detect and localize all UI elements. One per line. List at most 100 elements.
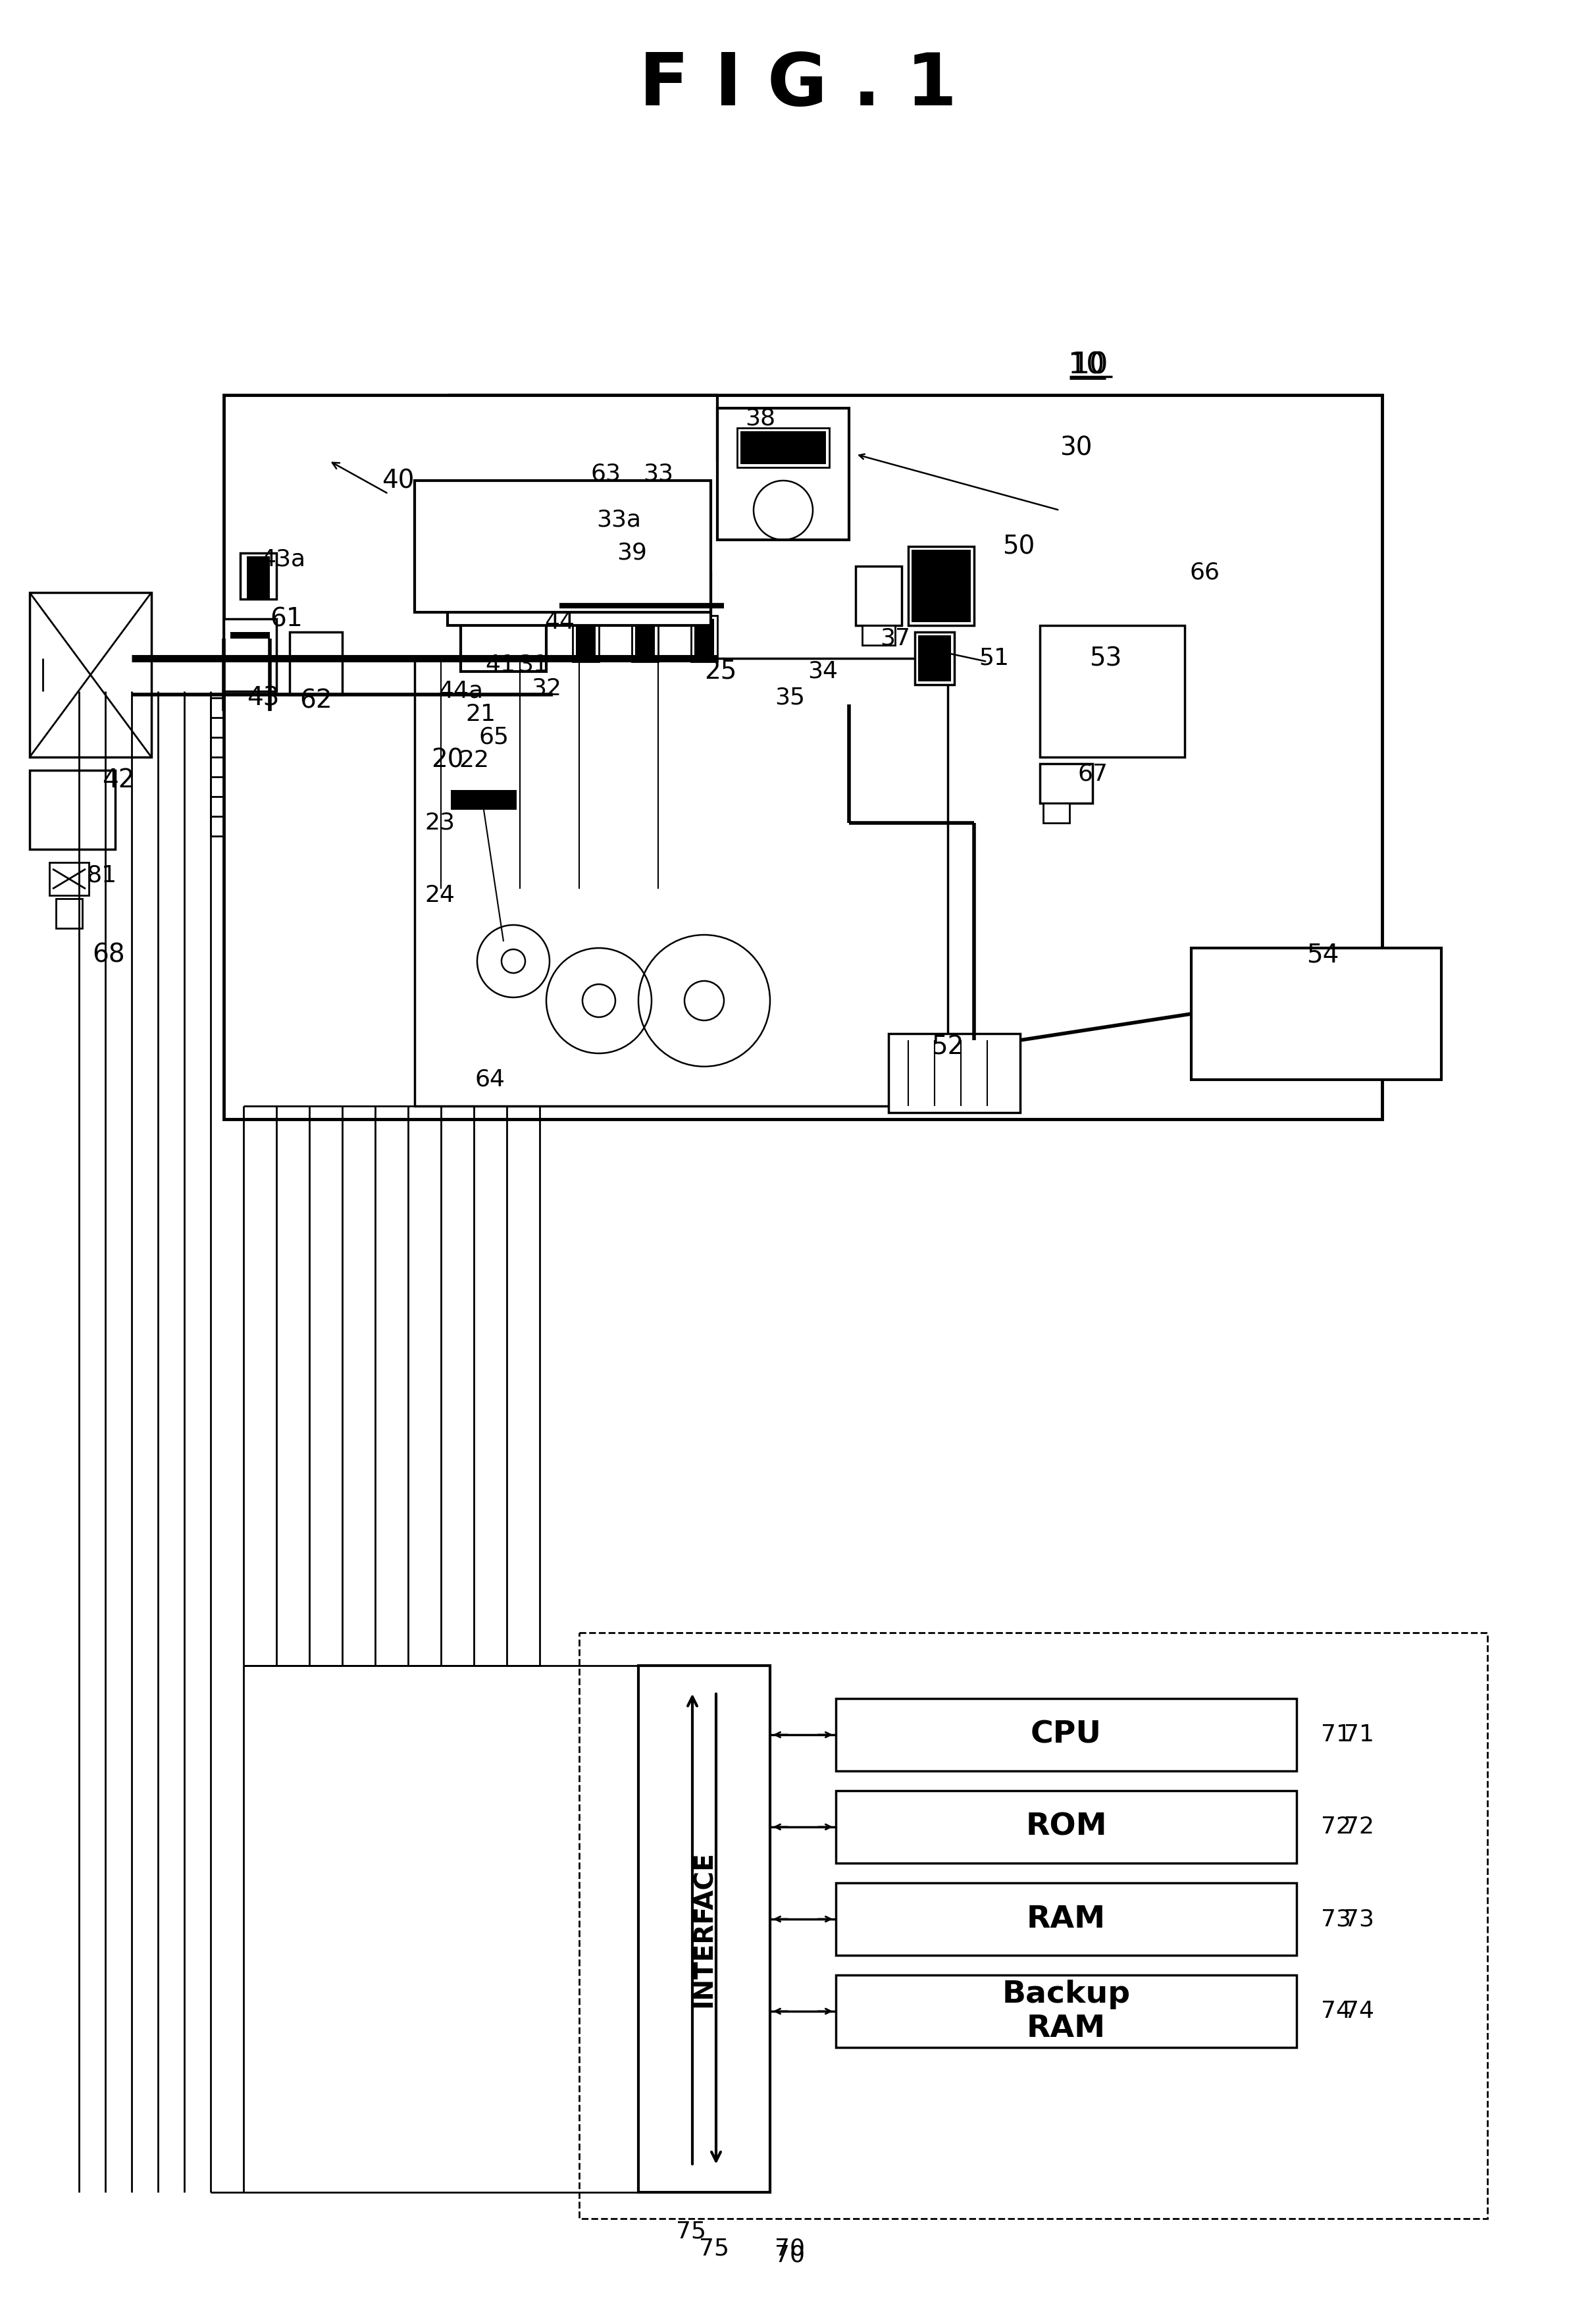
Text: 51: 51 <box>978 647 1009 670</box>
Text: 73: 73 <box>1321 1907 1352 1930</box>
Bar <box>30 592 152 756</box>
Bar <box>415 659 948 1107</box>
Text: 65: 65 <box>479 726 509 749</box>
Text: 71: 71 <box>1344 1724 1374 1747</box>
Bar <box>241 552 276 599</box>
Text: 67: 67 <box>1077 763 1108 784</box>
Text: 81: 81 <box>86 865 117 886</box>
Text: 22: 22 <box>458 749 488 773</box>
Bar <box>638 1666 769 2192</box>
Bar <box>508 559 560 599</box>
Text: 52: 52 <box>932 1035 964 1060</box>
Text: 61: 61 <box>270 606 303 631</box>
Text: 74: 74 <box>1321 2000 1352 2023</box>
Bar <box>691 615 717 661</box>
Text: 37: 37 <box>879 626 910 650</box>
Bar <box>741 432 827 464</box>
Text: 68: 68 <box>93 942 124 967</box>
Bar <box>915 631 954 684</box>
Bar <box>911 550 970 622</box>
Text: ROM: ROM <box>1026 1812 1108 1842</box>
Bar <box>635 619 654 659</box>
Text: 71: 71 <box>1321 1724 1352 1747</box>
Bar <box>247 557 270 599</box>
Bar <box>889 1035 1020 1114</box>
Text: 66: 66 <box>1189 561 1219 585</box>
Bar <box>737 427 830 466</box>
Text: F I G . 1: F I G . 1 <box>638 51 958 121</box>
Bar <box>579 1633 1487 2218</box>
Text: 24: 24 <box>425 884 455 907</box>
Bar <box>1041 763 1093 803</box>
Text: 74: 74 <box>1344 2000 1374 2023</box>
Text: 44a: 44a <box>439 680 484 703</box>
Text: 34: 34 <box>808 661 838 682</box>
Text: 43: 43 <box>247 684 279 710</box>
Bar <box>461 592 546 670</box>
Bar <box>289 631 342 694</box>
Text: 63: 63 <box>591 462 621 485</box>
Text: 70: 70 <box>774 2236 804 2260</box>
Bar <box>520 564 549 596</box>
Text: 36: 36 <box>795 436 825 459</box>
Bar <box>223 619 276 691</box>
Bar <box>836 1884 1296 1956</box>
Text: Backup
RAM: Backup RAM <box>1002 1979 1130 2044</box>
Bar <box>415 480 710 612</box>
Text: 32: 32 <box>531 677 562 698</box>
Text: 30: 30 <box>1060 436 1092 459</box>
Bar <box>836 1791 1296 1863</box>
Text: 33: 33 <box>643 462 674 485</box>
Bar <box>862 626 895 645</box>
Text: 41: 41 <box>485 654 516 675</box>
Bar <box>1191 949 1441 1079</box>
Text: 64: 64 <box>476 1070 506 1090</box>
Text: 25: 25 <box>704 659 737 684</box>
Bar <box>56 898 83 928</box>
Bar <box>576 619 595 659</box>
Bar <box>717 408 849 541</box>
Text: 72: 72 <box>1344 1817 1374 1837</box>
Bar <box>450 791 517 810</box>
Text: 40: 40 <box>381 469 415 494</box>
Bar <box>230 631 270 638</box>
Bar <box>918 636 951 682</box>
Text: 35: 35 <box>774 687 804 710</box>
Bar <box>1044 803 1069 824</box>
Circle shape <box>501 949 525 972</box>
Text: 54: 54 <box>1307 942 1339 967</box>
Text: RAM: RAM <box>1026 1905 1106 1935</box>
Bar <box>223 394 1382 1118</box>
Text: 10: 10 <box>1071 350 1108 380</box>
Text: 53: 53 <box>1090 645 1122 670</box>
Text: 38: 38 <box>745 406 776 429</box>
Text: INTERFACE: INTERFACE <box>691 1851 717 2007</box>
Bar <box>514 573 546 599</box>
Text: 75: 75 <box>699 2236 729 2260</box>
Bar <box>1041 626 1184 756</box>
Bar <box>632 615 658 661</box>
Text: 23: 23 <box>425 812 455 835</box>
Bar <box>694 619 713 659</box>
Text: 50: 50 <box>1002 534 1036 559</box>
Text: 73: 73 <box>1344 1907 1374 1930</box>
Text: 10: 10 <box>1068 350 1104 380</box>
Text: 21: 21 <box>466 703 496 726</box>
Text: 43a: 43a <box>260 548 305 571</box>
Text: 44: 44 <box>544 610 575 633</box>
Text: 42: 42 <box>102 768 134 793</box>
Text: 39: 39 <box>616 543 646 564</box>
Bar <box>49 863 89 896</box>
Text: 70: 70 <box>774 2243 804 2267</box>
Bar <box>30 770 115 849</box>
Bar <box>855 566 902 626</box>
Text: 31: 31 <box>519 654 549 675</box>
Bar <box>573 615 598 661</box>
Text: 33a: 33a <box>597 508 642 531</box>
Bar <box>447 573 710 626</box>
Text: 72: 72 <box>1321 1817 1352 1837</box>
Bar <box>836 1698 1296 1770</box>
Text: CPU: CPU <box>1031 1719 1101 1749</box>
Text: 75: 75 <box>677 2220 705 2243</box>
Bar <box>908 548 974 626</box>
